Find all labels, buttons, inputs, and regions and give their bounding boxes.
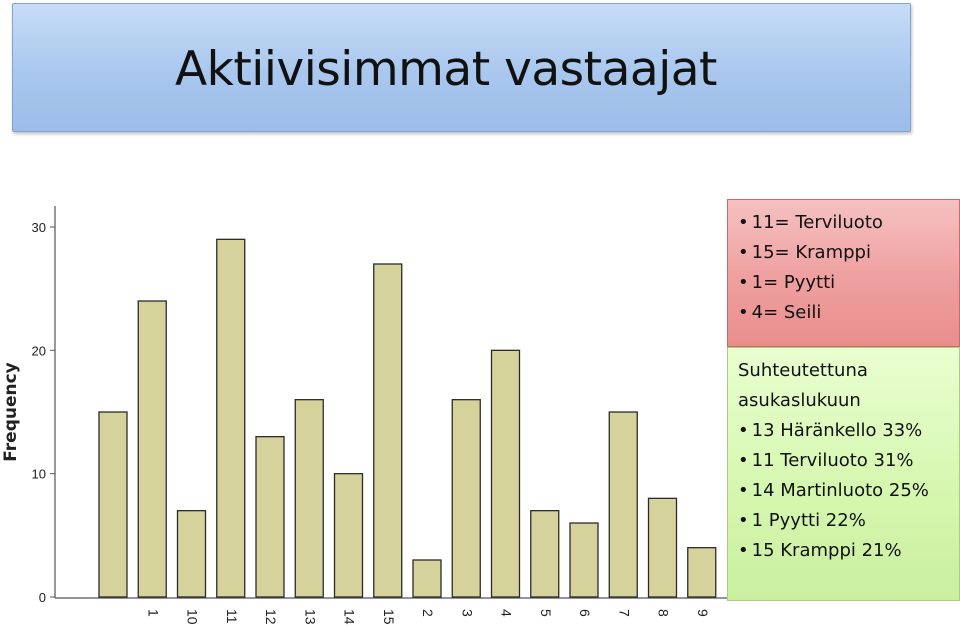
bar [647, 497, 678, 598]
title-banner: Aktiivisimmat vastaajat [12, 3, 911, 132]
stats-item: 13 Häränkello 33% [738, 416, 929, 446]
stats-list: 13 Häränkello 33% 11 Terviluoto 31% 14 M… [738, 416, 929, 566]
frequency-bar-chart: 0 10 20 30 Frequency 1 10 11 12 13 14 15 2 3 4 5 6 7 8 9 [1, 206, 730, 625]
bar [294, 399, 324, 598]
bar [255, 436, 285, 598]
stats-heading: Suhteutettuna asukaslukuun [738, 356, 868, 416]
x-tick-label: 13 [302, 609, 318, 625]
bar [412, 559, 442, 598]
bar [216, 238, 246, 598]
stats-heading-line: asukaslukuun [738, 390, 861, 411]
x-tick-label: 12 [263, 609, 279, 625]
bar [451, 399, 481, 598]
x-tick-label: 3 [459, 609, 475, 617]
bar [608, 411, 638, 598]
legend-item: 15= Kramppi [738, 238, 883, 268]
stats-item: 11 Terviluoto 31% [738, 446, 929, 476]
bar [333, 473, 364, 598]
bar [490, 349, 521, 598]
stats-item: 14 Martinluoto 25% [738, 476, 929, 506]
x-tick-label: 10 [185, 609, 201, 625]
stats-item: 15 Kramppi 21% [738, 536, 929, 566]
plot-area: 0 10 20 30 Frequency 1 10 11 12 13 14 15 2 3 4 5 6 7 8 9 [1, 206, 730, 625]
bar [98, 411, 128, 598]
bar [530, 510, 560, 598]
stats-panel: Suhteutettuna asukaslukuun 13 Häränkello… [727, 347, 960, 601]
x-tick-label: 2 [420, 609, 436, 617]
bar [373, 263, 403, 598]
x-tick-label: 11 [224, 609, 240, 624]
x-tick-label: 6 [577, 609, 593, 617]
y-tick-label: 10 [32, 467, 46, 482]
y-axis-label: Frequency [1, 362, 21, 462]
legend-item: 4= Seili [738, 298, 883, 328]
bar [569, 522, 599, 598]
x-tick-label: 7 [616, 609, 632, 617]
x-tick-label: 4 [499, 609, 515, 617]
x-tick-label: 5 [538, 609, 554, 617]
page-title: Aktiivisimmat vastaajat [175, 42, 718, 97]
x-tick-label: 9 [695, 609, 711, 617]
stats-heading-line: Suhteutettuna [738, 360, 868, 381]
stats-item: 1 Pyytti 22% [738, 506, 929, 536]
x-tick-label: 15 [381, 609, 397, 625]
legend-panel: 11= Terviluoto 15= Kramppi 1= Pyytti 4= … [727, 199, 960, 347]
bar [176, 510, 207, 598]
bar [687, 547, 717, 598]
legend-list: 11= Terviluoto 15= Kramppi 1= Pyytti 4= … [738, 208, 883, 328]
y-tick-label: 0 [39, 590, 46, 605]
x-tick-label: 14 [342, 609, 358, 625]
x-tick-label: 1 [145, 609, 161, 617]
bar [137, 300, 167, 598]
x-tick-label: 8 [656, 609, 672, 617]
legend-item: 11= Terviluoto [738, 208, 883, 238]
y-tick-label: 30 [32, 220, 46, 235]
legend-item: 1= Pyytti [738, 268, 883, 298]
y-tick-label: 20 [32, 343, 46, 358]
